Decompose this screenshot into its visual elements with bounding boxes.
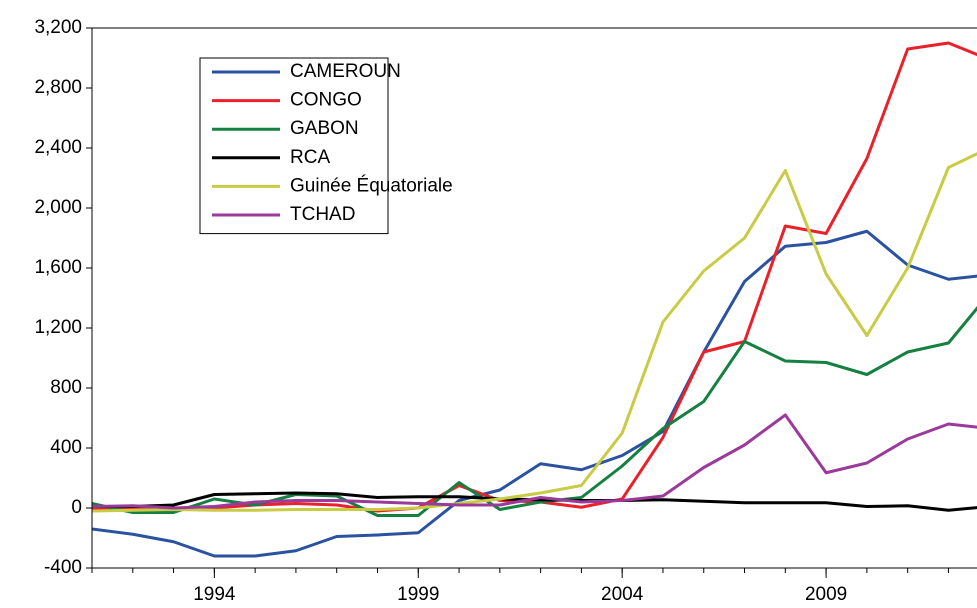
y-tick-label: 2,400 — [34, 137, 82, 158]
x-tick-label: 2004 — [601, 584, 644, 605]
y-tick-label: 3,200 — [34, 17, 82, 38]
series-line — [92, 152, 977, 513]
y-tick-label: 1,600 — [34, 257, 82, 278]
y-tick-label: 400 — [50, 437, 82, 458]
series-line — [92, 305, 977, 517]
y-tick-label: 2,800 — [34, 77, 82, 98]
x-tick-label: 1994 — [193, 584, 236, 605]
series-line — [92, 229, 977, 558]
legend-label: GABON — [290, 118, 359, 139]
series-line — [92, 491, 977, 512]
x-tick-label: 2009 — [805, 584, 847, 605]
legend-box — [199, 57, 389, 235]
legend-label: TCHAD — [290, 204, 355, 225]
legend-label: CONGO — [290, 90, 362, 111]
y-tick-label: 0 — [71, 497, 82, 518]
plot-frame — [91, 27, 977, 569]
y-tick-label: 2,000 — [34, 197, 82, 218]
series-line — [92, 413, 977, 510]
legend-label: CAMEROUN — [290, 61, 401, 82]
y-tick-label: -400 — [44, 557, 82, 578]
y-tick-label: 800 — [50, 377, 82, 398]
plot-lines — [92, 41, 977, 558]
y-tick-label: 1,200 — [34, 317, 82, 338]
legend-label: RCA — [290, 147, 330, 168]
x-tick-label: 1999 — [397, 584, 439, 605]
legend-label: Guinée Équatoriale — [290, 175, 453, 196]
